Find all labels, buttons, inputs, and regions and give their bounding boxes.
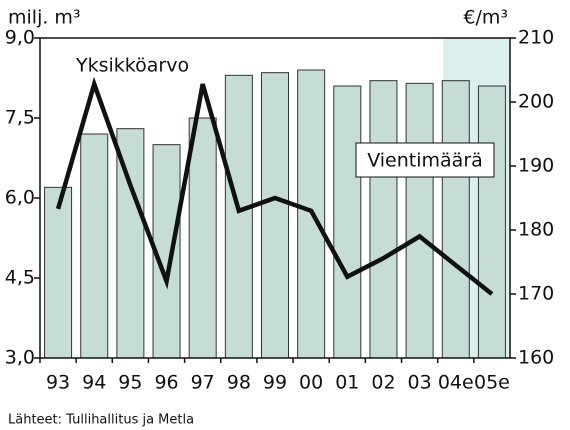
y-tick-label: 7,5 — [5, 107, 35, 129]
x-tick-label: 01 — [335, 372, 359, 394]
x-tick-label: 03 — [408, 372, 432, 394]
x-tick-label: 96 — [154, 372, 178, 394]
bar — [116, 128, 145, 359]
bar — [188, 117, 217, 359]
bar — [224, 74, 253, 359]
x-tick-label: 02 — [371, 372, 395, 394]
y-tick-label: 6,0 — [5, 187, 35, 209]
x-tick-label: 95 — [118, 372, 142, 394]
x-tick-label: 05e — [474, 372, 510, 394]
legend-label: Yksikköarvo — [75, 55, 189, 77]
y2-tick-label: 210 — [518, 27, 554, 49]
bar — [405, 82, 434, 359]
x-tick-label: 99 — [263, 372, 287, 394]
bar — [44, 186, 73, 359]
x-tick-label: 00 — [299, 372, 323, 394]
bar — [80, 133, 109, 359]
y2-tick-label: 170 — [518, 283, 554, 305]
y-tick-label: 3,0 — [5, 347, 35, 369]
bar — [333, 85, 362, 359]
legend-label: Vientimäärä — [367, 150, 483, 172]
bar — [261, 72, 289, 359]
x-tick-label: 93 — [46, 372, 70, 394]
y2-tick-label: 200 — [518, 91, 554, 113]
legend-box — [355, 142, 495, 178]
y-axis-label: milj. m³ — [8, 7, 81, 29]
x-tick-label: 98 — [227, 372, 251, 394]
source: Lähteet: Tullihallitus ja Metla — [8, 413, 194, 428]
x-tick-label: 94 — [82, 372, 106, 394]
y2-tick-label: 180 — [518, 219, 554, 241]
bar — [369, 80, 398, 359]
line — [55, 76, 494, 296]
bar — [441, 80, 470, 359]
x-tick-label: 97 — [191, 372, 215, 394]
y2-axis-label: €/m³ — [463, 7, 508, 29]
y2-tick-label: 160 — [518, 347, 554, 369]
y-tick-label: 9,0 — [5, 27, 35, 49]
y-tick-label: 4,5 — [5, 267, 35, 289]
x-tick-label: 04e — [438, 372, 474, 394]
y2-tick-label: 190 — [518, 155, 554, 177]
bar — [477, 85, 506, 359]
